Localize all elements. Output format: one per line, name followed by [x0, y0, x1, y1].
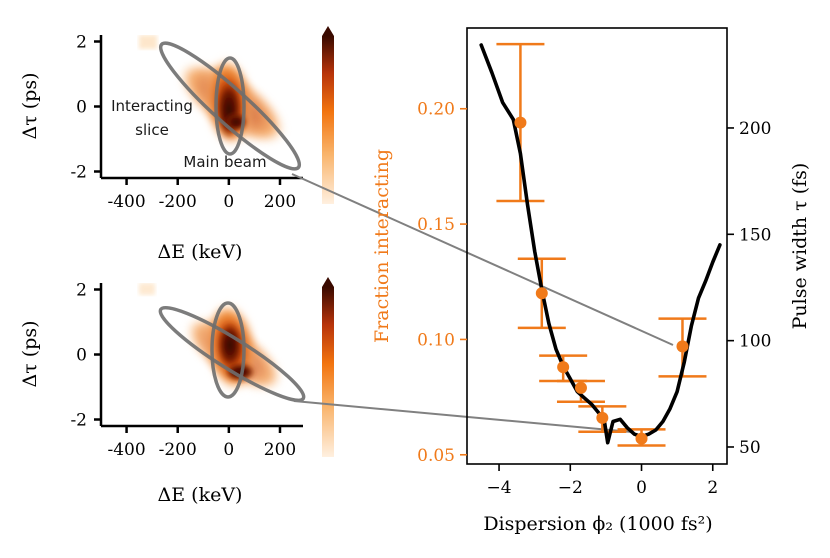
- y-right-tick-label: 50: [739, 438, 761, 458]
- x-tick-label: -200: [159, 192, 197, 212]
- axes-top: -400 -200 0 200 2 0 -2: [70, 33, 303, 212]
- right-ylabel-right: Pulse width τ (fs): [789, 163, 811, 330]
- data-point: [676, 340, 689, 353]
- pulse-width-line: [479, 43, 722, 445]
- data-point: [557, 361, 570, 374]
- x-tick-label: 0: [223, 440, 234, 460]
- errorbar-series: [496, 42, 707, 447]
- right-chart-ticks: −4 −2 0 2 0.05 0.10 0.15 0.20 50 100 150 200: [417, 100, 771, 498]
- annotation-main-beam: Main beam: [183, 153, 266, 171]
- x-tick-label: -200: [159, 440, 197, 460]
- data-point: [574, 381, 587, 394]
- connector-line-bottom: [293, 400, 633, 433]
- main-beam-ellipse-top: [158, 41, 302, 171]
- data-point: [535, 287, 548, 300]
- data-point: [514, 116, 527, 129]
- colorbar-top: [322, 26, 334, 204]
- y-tick-label: 0: [76, 98, 87, 118]
- y-left-tick-label: 0.20: [417, 100, 455, 120]
- heatmap-bottom: -400 -200 0 200 2 0 -2 Δτ (ps) ΔE (keV): [19, 277, 334, 506]
- heatmap-top-xlabel: ΔE (keV): [158, 241, 243, 263]
- interacting-ellipse-top: [214, 56, 246, 156]
- x-tick-label: 200: [264, 440, 296, 460]
- data-point: [596, 411, 609, 424]
- y-left-tick-label: 0.10: [417, 330, 455, 350]
- y-tick-label: 2: [76, 281, 87, 301]
- x-tick-label: -400: [107, 192, 145, 212]
- heatmap-top: -400 -200 0 200 2 0 -2 Interacting slice Main …: [19, 26, 334, 263]
- y-tick-label: -2: [70, 411, 87, 431]
- connector-line-top: [291, 173, 674, 346]
- right-ylabel-left: Fraction interacting: [371, 149, 393, 343]
- heatmap-bottom-xlabel: ΔE (keV): [158, 484, 243, 506]
- y-right-tick-label: 100: [739, 332, 771, 352]
- y-left-tick-label: 0.15: [417, 215, 455, 235]
- colorbar-bottom: [322, 277, 334, 457]
- y-tick-label: 0: [76, 346, 87, 366]
- right-xlabel: Dispersion ϕ₂ (1000 fs²): [483, 513, 712, 535]
- axes-bottom: -400 -200 0 200 2 0 -2: [70, 281, 303, 460]
- x-tick-label: −4: [487, 478, 512, 498]
- heatmap-bottom-ylabel: Δτ (ps): [19, 320, 41, 387]
- x-tick-label: −2: [558, 478, 583, 498]
- x-tick-label: 200: [264, 192, 296, 212]
- fraction-series: [514, 116, 689, 445]
- pulse-width-series: [479, 43, 722, 445]
- right-chart-frame: [466, 27, 728, 465]
- heatmap-top-ylabel: Δτ (ps): [19, 72, 41, 139]
- annotation-interacting-line2: slice: [135, 121, 169, 139]
- x-tick-label: -400: [107, 440, 145, 460]
- interacting-ellipse-bottom: [210, 301, 246, 399]
- y-tick-label: 2: [76, 33, 87, 53]
- x-tick-label: 0: [636, 478, 647, 498]
- main-beam-ellipse-bottom: [158, 305, 306, 403]
- annotation-interacting-line1: Interacting: [111, 97, 193, 115]
- y-right-tick-label: 150: [739, 225, 771, 245]
- y-left-tick-label: 0.05: [417, 446, 455, 466]
- x-tick-label: 2: [707, 478, 718, 498]
- right-chart: −4 −2 0 2 0.05 0.10 0.15 0.20 50 100 150 200 Fracti…: [371, 27, 811, 535]
- y-tick-label: -2: [70, 163, 87, 183]
- x-tick-label: 0: [223, 192, 234, 212]
- y-right-tick-label: 200: [739, 119, 771, 139]
- data-point: [635, 432, 648, 445]
